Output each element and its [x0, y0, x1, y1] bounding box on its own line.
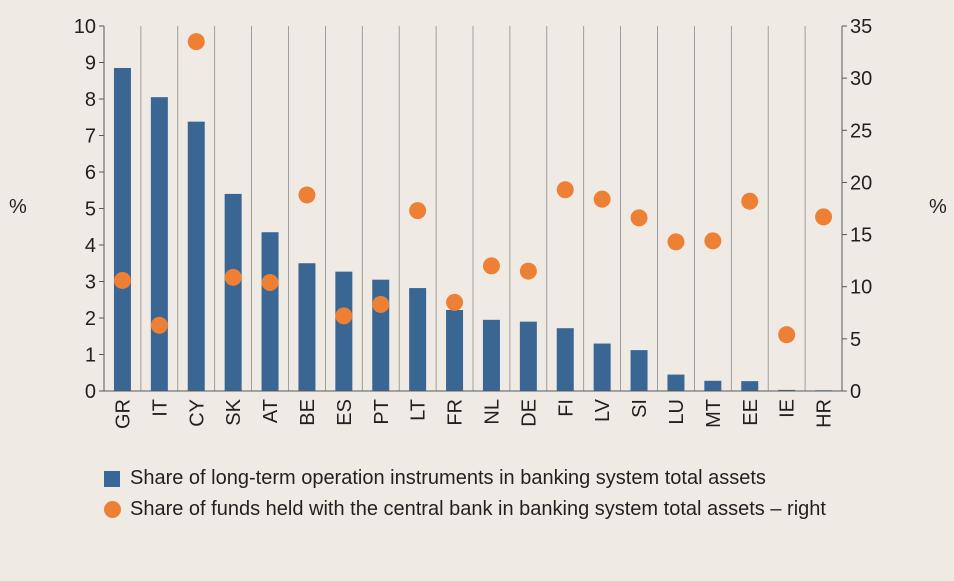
dot-lv: [593, 190, 611, 208]
bar-be: [298, 263, 316, 391]
bar-cy: [187, 121, 205, 391]
right-axis-unit: %: [929, 196, 947, 218]
right-tick-label: 5: [850, 329, 861, 351]
right-tick-label: 35: [850, 16, 872, 38]
dot-hr: [815, 208, 833, 226]
x-tick-label: BE: [297, 399, 319, 426]
right-tick-label: 25: [850, 120, 872, 142]
x-tick-label: DE: [518, 399, 540, 427]
left-tick-label: 3: [85, 272, 96, 294]
x-tick-label: FR: [445, 399, 467, 426]
dot-si: [630, 209, 648, 227]
left-tick-label: 0: [85, 381, 96, 403]
x-tick-label: LV: [592, 398, 614, 422]
x-tick-label: AT: [260, 399, 282, 423]
dot-be: [298, 186, 316, 204]
bar-sk: [224, 193, 242, 391]
dot-fr: [446, 293, 464, 311]
x-tick-label: EE: [740, 399, 762, 426]
x-tick-label: NL: [481, 399, 503, 425]
bar-at: [261, 232, 279, 391]
bar-ie: [778, 389, 796, 391]
dot-cy: [187, 33, 205, 51]
legend: Share of long-term operation instruments…: [104, 463, 826, 525]
x-tick-label: CY: [186, 399, 208, 427]
bar-ee: [741, 381, 759, 391]
grid-layer: [140, 26, 806, 391]
x-tick-label: HR: [814, 399, 836, 428]
x-tick-label: ES: [334, 399, 356, 426]
dot-fi: [556, 181, 574, 199]
left-tick-label: 2: [85, 308, 96, 330]
legend-item-bars: Share of long-term operation instruments…: [104, 463, 826, 494]
bar-fr: [446, 309, 464, 391]
bars-layer: [113, 67, 833, 392]
bar-it: [150, 97, 168, 392]
dot-gr: [113, 271, 131, 289]
x-tick-label: MT: [703, 399, 725, 428]
left-tick-label: 8: [85, 89, 96, 111]
x-tick-label: SI: [629, 399, 651, 418]
dot-de: [519, 262, 537, 280]
left-tick-label: 6: [85, 162, 96, 184]
x-tick-label: FI: [555, 399, 577, 417]
axes-layer: 0 1 2 3 4 5 6 7 8 9 10 0 5 10 15 20 25 30 35 GR IT CY SK AT BE ES…: [74, 16, 873, 429]
dot-lu: [667, 233, 685, 251]
dot-ie: [778, 326, 796, 344]
dot-es: [335, 307, 353, 325]
bar-lv: [593, 343, 611, 391]
bar-de: [519, 321, 537, 391]
dot-it: [150, 316, 168, 334]
left-tick-label: 5: [85, 199, 96, 221]
legend-dot-swatch: [104, 501, 121, 518]
left-tick-label: 7: [85, 126, 96, 148]
legend-label-bars: Share of long-term operation instruments…: [130, 467, 766, 489]
right-tick-label: 10: [850, 277, 872, 299]
legend-bar-swatch: [104, 470, 120, 487]
x-tick-label: LU: [666, 399, 688, 425]
x-tick-label: LT: [408, 399, 430, 421]
bar-gr: [113, 67, 131, 391]
x-tick-label: IT: [149, 399, 171, 417]
bar-fi: [556, 328, 574, 391]
right-tick-label: 0: [850, 381, 861, 403]
x-tick-label: IE: [777, 399, 799, 418]
dot-sk: [224, 268, 242, 286]
left-tick-label: 10: [74, 16, 96, 38]
right-tick-label: 15: [850, 225, 872, 247]
legend-label-dots: Share of funds held with the central ban…: [130, 498, 826, 520]
dot-lt: [409, 202, 427, 220]
x-tick-label: PT: [371, 399, 393, 425]
bar-si: [630, 350, 648, 391]
right-tick-label: 20: [850, 172, 872, 194]
x-tick-label: SK: [223, 398, 245, 425]
dot-at: [261, 274, 279, 292]
x-tick-label: GR: [112, 399, 134, 429]
bar-nl: [482, 319, 500, 391]
left-tick-label: 9: [85, 53, 96, 75]
right-tick-label: 30: [850, 68, 872, 90]
bar-es: [335, 271, 353, 391]
dot-mt: [704, 232, 722, 250]
left-tick-label: 1: [85, 345, 96, 367]
left-tick-label: 4: [85, 235, 96, 257]
dots-layer: [113, 33, 833, 344]
dot-nl: [482, 257, 500, 275]
dot-ee: [741, 192, 759, 210]
left-axis-unit: %: [9, 196, 27, 218]
legend-item-dots: Share of funds held with the central ban…: [104, 494, 826, 525]
bar-lt: [409, 288, 427, 391]
bar-lu: [667, 374, 685, 391]
dot-pt: [372, 295, 390, 313]
bar-mt: [704, 380, 722, 391]
